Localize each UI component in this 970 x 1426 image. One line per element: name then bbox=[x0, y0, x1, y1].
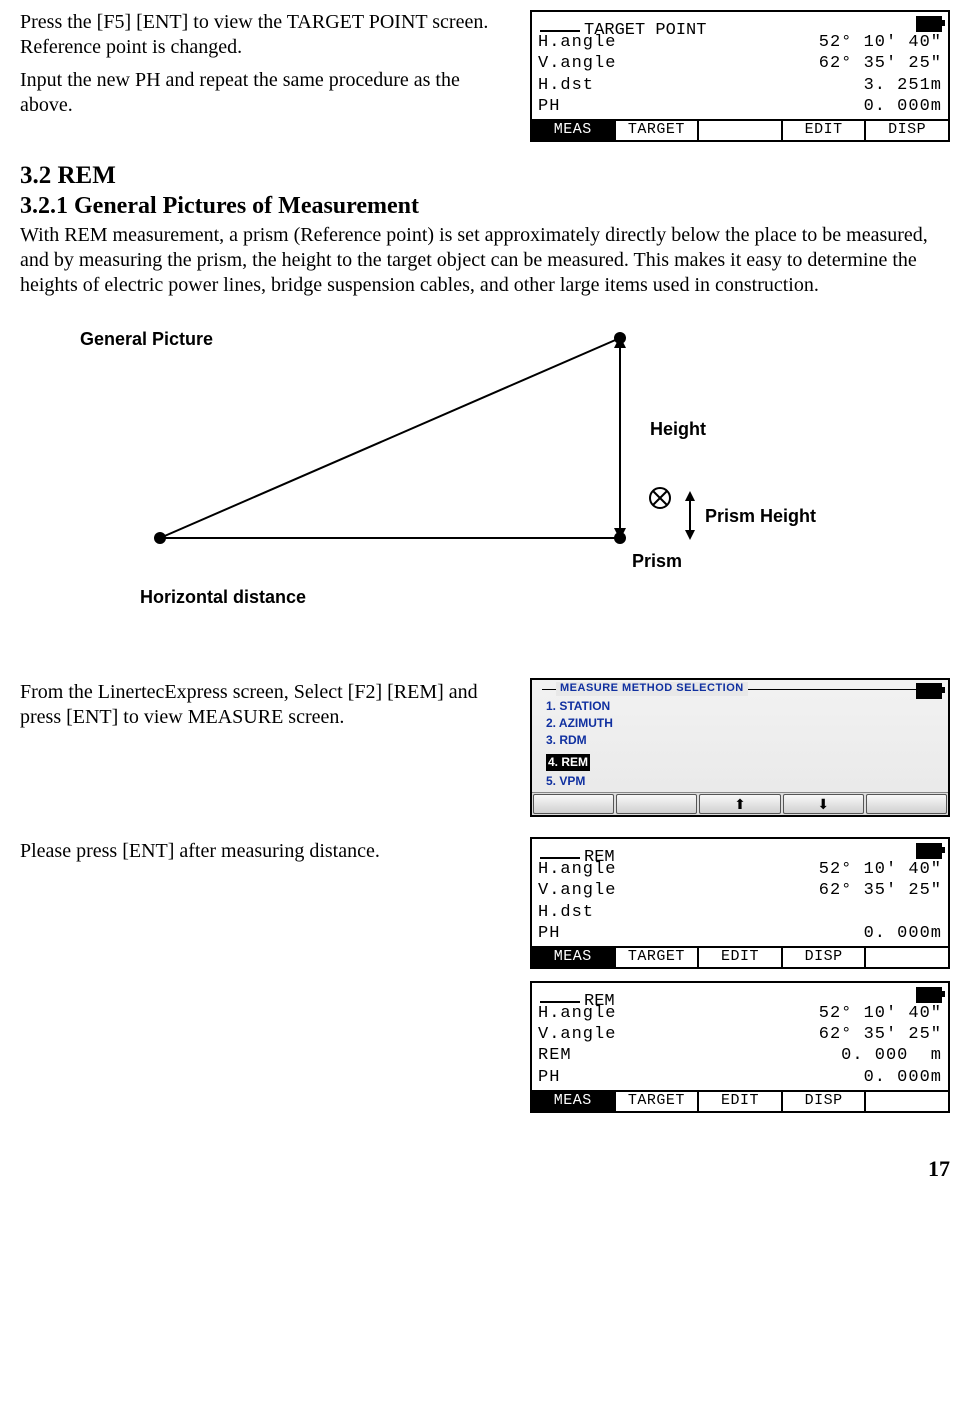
lcd-row: PH0. 000m bbox=[538, 96, 942, 117]
label-general-picture: General Picture bbox=[80, 328, 213, 351]
lcd-row: V.angle62° 35′ 25″ bbox=[538, 1024, 942, 1045]
step-2-text: Please press [ENT] after measuring dista… bbox=[20, 839, 515, 864]
heading-321: 3.2.1 General Pictures of Measurement bbox=[20, 191, 950, 221]
menu-btn-1[interactable] bbox=[533, 794, 614, 814]
battery-icon bbox=[916, 16, 942, 32]
meas-button[interactable]: MEAS bbox=[532, 948, 616, 967]
edit-button[interactable]: EDIT bbox=[699, 948, 783, 967]
lcd-title: REM bbox=[584, 992, 615, 1011]
target-button[interactable]: TARGET bbox=[616, 121, 700, 140]
menu-item-azimuth[interactable]: 2. AZIMUTH bbox=[546, 715, 934, 732]
lcd-rem-2: REM H.angle52° 10′ 40″ V.angle62° 35′ 25… bbox=[530, 981, 950, 1113]
edit-button[interactable]: EDIT bbox=[783, 121, 867, 140]
edit-button[interactable]: EDIT bbox=[699, 1092, 783, 1111]
menu-btn-down[interactable]: ⬇ bbox=[783, 794, 864, 814]
menu-item-vpm[interactable]: 5. VPM bbox=[546, 773, 934, 790]
blank-button[interactable] bbox=[699, 121, 783, 140]
disp-button[interactable]: DISP bbox=[783, 1092, 867, 1111]
disp-button[interactable]: DISP bbox=[783, 948, 867, 967]
lcd-button-row: MEAS TARGET EDIT DISP bbox=[532, 946, 948, 967]
step-1-text: From the LinertecExpress screen, Select … bbox=[20, 680, 515, 730]
label-prism-height: Prism Height bbox=[705, 505, 816, 528]
lcd-rem-1: REM H.angle52° 10′ 40″ V.angle62° 35′ 25… bbox=[530, 837, 950, 969]
label-horizontal-distance: Horizontal distance bbox=[140, 586, 306, 609]
lcd-button-row: MEAS TARGET EDIT DISP bbox=[532, 1090, 948, 1111]
battery-icon bbox=[916, 843, 942, 859]
menu-item-rdm[interactable]: 3. RDM bbox=[546, 732, 934, 749]
heading-32-rem: 3.2 REM bbox=[20, 160, 950, 191]
blank-button[interactable] bbox=[866, 1092, 948, 1111]
menu-item-station[interactable]: 1. STATION bbox=[546, 698, 934, 715]
target-button[interactable]: TARGET bbox=[616, 948, 700, 967]
lcd-row: H.dst3. 251m bbox=[538, 75, 942, 96]
lcd-row: H.dst bbox=[538, 902, 942, 923]
lcd-row: V.angle62° 35′ 25″ bbox=[538, 880, 942, 901]
menu-item-rem[interactable]: 4. REM bbox=[546, 754, 590, 771]
label-height: Height bbox=[650, 418, 706, 441]
battery-icon bbox=[916, 987, 942, 1003]
label-prism: Prism bbox=[632, 550, 682, 573]
disp-button[interactable]: DISP bbox=[866, 121, 948, 140]
lcd-row: REM0. 000 m bbox=[538, 1045, 942, 1066]
battery-icon bbox=[916, 683, 942, 699]
lcd-row: V.angle62° 35′ 25″ bbox=[538, 53, 942, 74]
general-picture-diagram: General Picture Height Prism Height Pris… bbox=[60, 318, 840, 618]
lcd-row: PH0. 000m bbox=[538, 1067, 942, 1088]
lcd-title: REM bbox=[584, 848, 615, 867]
menu-btn-5[interactable] bbox=[866, 794, 947, 814]
lcd-row: PH0. 000m bbox=[538, 923, 942, 944]
meas-button[interactable]: MEAS bbox=[532, 1092, 616, 1111]
rem-description: With REM measurement, a prism (Reference… bbox=[20, 223, 950, 298]
intro-paragraph-1: Press the [F5] [ENT] to view the TARGET … bbox=[20, 10, 510, 60]
menu-title: MEASURE METHOD SELECTION bbox=[556, 682, 748, 696]
menu-button-row: ⬆ ⬇ bbox=[532, 792, 948, 815]
menu-btn-up[interactable]: ⬆ bbox=[699, 794, 780, 814]
lcd-target-point: TARGET POINT H.angle52° 10′ 40″ V.angle6… bbox=[530, 10, 950, 142]
intro-paragraph-2: Input the new PH and repeat the same pro… bbox=[20, 68, 510, 118]
lcd-title: TARGET POINT bbox=[584, 21, 706, 40]
meas-button[interactable]: MEAS bbox=[532, 121, 616, 140]
target-button[interactable]: TARGET bbox=[616, 1092, 700, 1111]
lcd-button-row: MEAS TARGET EDIT DISP bbox=[532, 119, 948, 140]
blank-button[interactable] bbox=[866, 948, 948, 967]
menu-lcd: MEASURE METHOD SELECTION 1. STATION 2. A… bbox=[530, 678, 950, 817]
menu-btn-2[interactable] bbox=[616, 794, 697, 814]
page-number: 17 bbox=[20, 1155, 950, 1183]
